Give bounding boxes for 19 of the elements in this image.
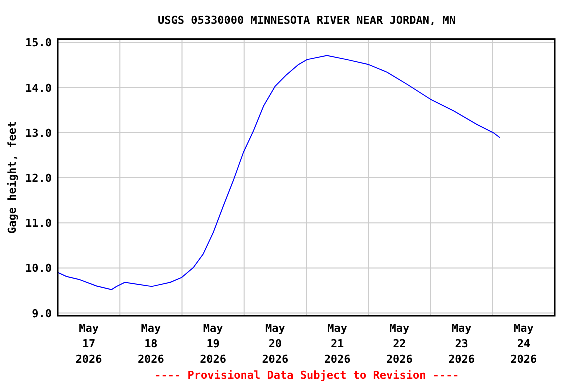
text: ---- Provisional Data Subject to Revision ----: [154, 369, 460, 382]
chart-title: USGS 05330000 MINNESOTA RIVER NEAR JORDAN, MN: [158, 14, 456, 27]
y-tick-label: 12.0: [26, 172, 52, 185]
x-tick-label: May 21 2026: [324, 322, 352, 366]
y-tick-label: 14.0: [26, 82, 52, 95]
line-series: [58, 55, 501, 290]
y-tick-label: 13.0: [26, 126, 52, 140]
x-tick-label: May 23 2026: [448, 322, 476, 366]
x-tick-label: May 18 2026: [138, 322, 165, 366]
x-tick-label: May 19 2026: [200, 322, 227, 366]
y-axis-title: Gage height, feet: [6, 121, 19, 234]
y-tick-label: 15.0: [26, 36, 52, 50]
x-tick-label: May 20 2026: [262, 322, 290, 366]
x-tick-label: May 24 2026: [510, 322, 538, 366]
y-tick-label: 10.0: [26, 262, 52, 276]
x-tick-label: May 22 2026: [386, 322, 414, 366]
y-tick-label: 11.0: [26, 217, 52, 230]
x-tick-label: May 17 2026: [76, 322, 103, 366]
y-tick-label: 9.0: [32, 307, 52, 320]
